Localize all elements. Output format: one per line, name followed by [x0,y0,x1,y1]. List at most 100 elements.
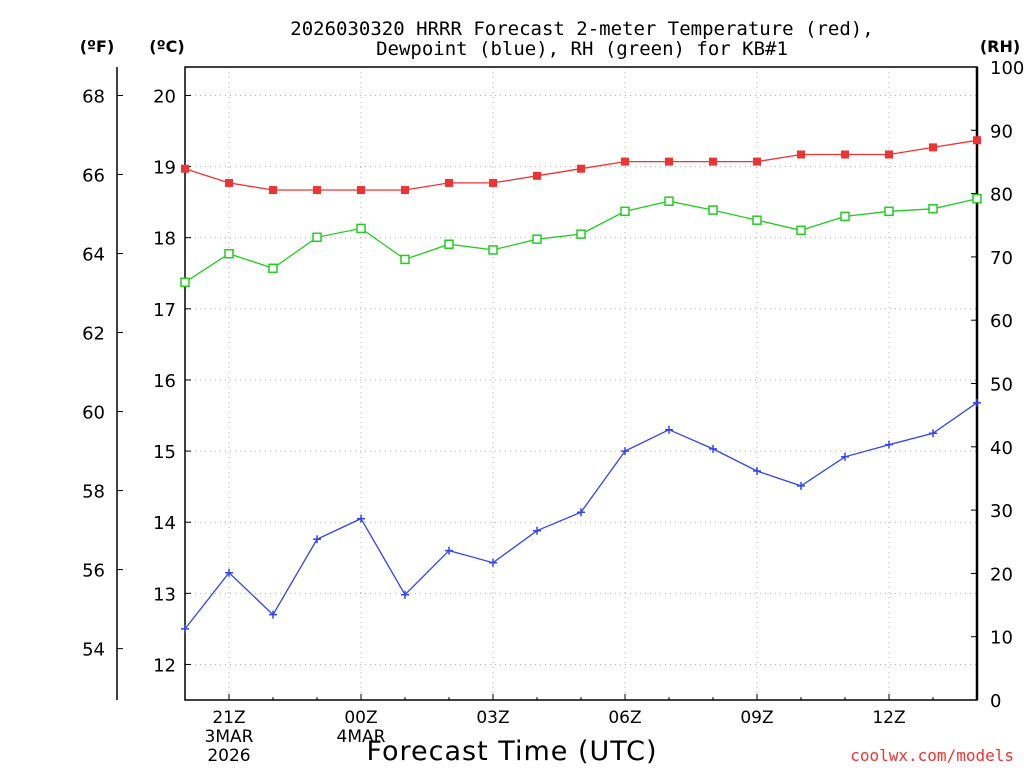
dewpoint-point [885,440,893,449]
celsius-tick-label: 20 [153,86,176,107]
temperature-point [489,178,497,187]
temperature-point [665,157,673,166]
temperature-point [577,164,585,173]
rh-point [884,206,894,217]
rh-point [444,239,454,249]
temperature-point [357,186,365,195]
plot-frame [184,66,978,701]
rh-tick-label: 0 [990,691,1001,712]
rh-tick-label: 30 [990,501,1013,522]
celsius-axis: 12 13 14 15 16 17 18 19 20 [153,86,191,676]
rh-axis: 0 10 20 30 40 50 60 70 80 90 100 [971,58,1024,712]
fahrenheit-axis: 54 56 58 60 62 64 66 68 [82,86,123,661]
dewpoint-point [709,444,717,453]
celsius-tick-label: 13 [153,584,176,605]
rh-tick-label: 10 [990,628,1013,649]
fahrenheit-tick-label: 62 [82,324,105,345]
fahrenheit-tick-label: 56 [82,561,105,582]
rh-point [224,248,234,259]
temperature-point [797,150,805,159]
time-tick-label: 03Z [476,708,509,728]
celsius-tick-label: 14 [153,513,176,534]
dewpoint-point [577,508,585,517]
celsius-unit-label: (ºC) [149,37,184,56]
dewpoint-point [841,452,849,461]
dewpoint-point [489,558,497,567]
dewpoint-point [269,610,277,619]
rh-point [664,196,674,206]
rh-point [796,225,806,236]
rh-point [356,223,366,234]
dewpoint-point [313,535,321,544]
celsius-tick-label: 17 [153,300,176,321]
dewpoint-point [181,624,189,633]
celsius-tick-label: 16 [153,371,176,392]
celsius-tick-label: 12 [153,655,176,676]
chart-title-line1: 2026030320 HRRR Forecast 2-meter Tempera… [290,18,873,40]
x-axis-label: Forecast Time (UTC) [366,736,657,767]
dewpoint-point [929,429,937,438]
temperature-point [841,150,849,159]
fahrenheit-tick-label: 54 [82,640,105,661]
temperature-point [401,186,409,195]
time-tick-year: 2026 [207,746,250,766]
temperature-point [533,171,541,180]
rh-point [312,232,322,243]
rh-point [400,254,410,265]
celsius-tick-label: 19 [153,158,176,179]
time-tick-date: 4MAR [337,727,386,747]
rh-point [268,263,278,274]
fahrenheit-unit-label: (ºF) [80,37,115,56]
dewpoint-point [973,398,981,407]
rh-point [972,193,982,204]
fahrenheit-tick-label: 64 [82,245,105,266]
dewpoint-point [533,526,541,535]
temperature-point [181,164,189,173]
credit-text: coolwx.com/models [850,746,1014,765]
rh-tick-label: 40 [990,438,1013,459]
dewpoint-point [401,590,409,599]
temperature-point [621,157,629,166]
temperature-point [929,143,937,152]
rh-point [708,205,718,215]
rh-point [752,215,762,225]
temperature-point [885,150,893,159]
rh-tick-label: 50 [990,375,1013,396]
rh-line [184,198,978,283]
fahrenheit-tick-label: 68 [82,86,105,107]
temperature-point [709,157,717,166]
fahrenheit-tick-label: 60 [82,403,105,424]
rh-point [620,206,630,217]
rh-tick-label: 90 [990,121,1013,142]
dewpoint-point [621,447,629,456]
celsius-tick-label: 15 [153,442,176,463]
time-tick-label: 09Z [740,708,773,728]
dewpoint-point [357,514,365,523]
rh-point [532,234,542,244]
rh-tick-label: 80 [990,185,1013,206]
rh-point [840,211,850,222]
temperature-point [973,136,981,145]
dewpoint-point [797,481,805,490]
dewpoint-point [225,568,233,577]
dewpoint-point [753,466,761,475]
time-tick-label: 21Z [212,708,245,728]
series-layer [180,136,982,633]
rh-tick-label: 100 [990,58,1024,79]
rh-point [180,277,190,287]
time-tick-label: 00Z [344,708,377,728]
fahrenheit-tick-label: 66 [82,165,105,186]
dewpoint-point [665,425,673,434]
time-tick-date: 3MAR [205,727,254,747]
rh-point [488,245,498,255]
rh-tick-label: 20 [990,564,1013,585]
time-tick-label: 06Z [608,708,641,728]
temperature-point [269,186,277,195]
gridlines [185,67,977,700]
rh-tick-label: 70 [990,248,1013,269]
rh-point [576,229,586,239]
dewpoint-point [445,546,453,555]
fahrenheit-tick-label: 58 [82,482,105,503]
celsius-tick-label: 18 [153,229,176,250]
